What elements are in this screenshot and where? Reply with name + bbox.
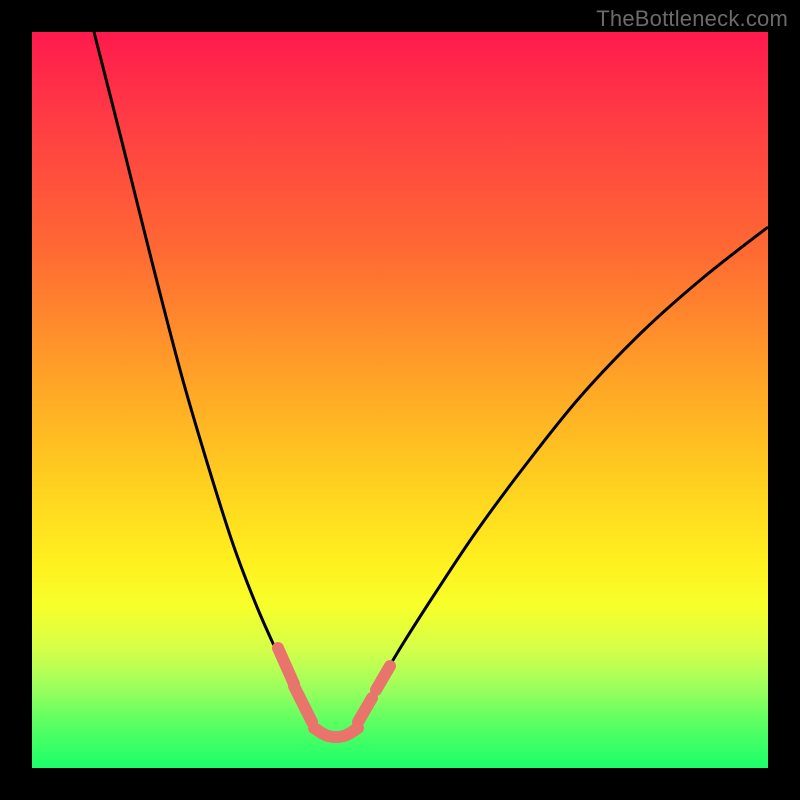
plot-area [32, 32, 768, 768]
highlight-segment [358, 698, 372, 722]
highlight-segment [278, 648, 294, 684]
highlight-segment [376, 666, 390, 690]
right-curve [362, 227, 768, 712]
highlight-segment [294, 686, 312, 722]
highlight-segment [314, 728, 358, 737]
curve-layer [32, 32, 768, 768]
chart-stage: TheBottleneck.com [0, 0, 800, 800]
watermark-text: TheBottleneck.com [596, 6, 788, 32]
left-curve [94, 32, 308, 712]
